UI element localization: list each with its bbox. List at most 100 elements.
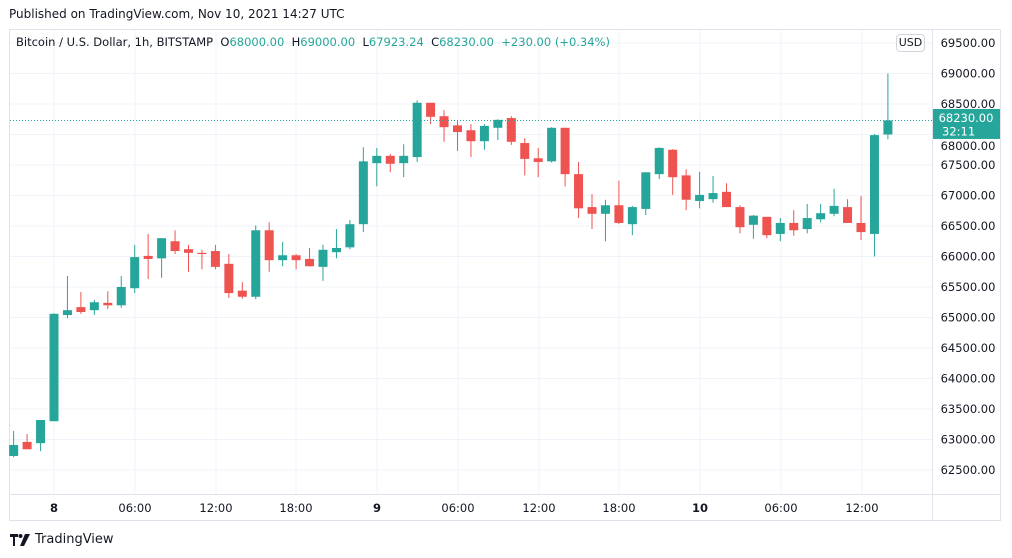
candle (116, 276, 126, 308)
candle (748, 215, 758, 239)
x-tick-label: 18:00 (602, 501, 635, 515)
currency-button[interactable]: USD (896, 34, 925, 52)
x-tick-label: 12:00 (199, 501, 232, 515)
candle-body (345, 224, 355, 248)
candle (479, 124, 489, 150)
candle (856, 196, 866, 241)
candle-body (264, 230, 274, 261)
tradingview-logo[interactable]: TradingView (10, 532, 114, 547)
candle (143, 233, 153, 280)
candle (62, 276, 72, 319)
low-value: 67923.24 (368, 35, 424, 49)
candle (520, 138, 530, 176)
candle-body (641, 172, 651, 209)
candle (600, 199, 610, 242)
high-value: 69000.00 (300, 35, 356, 49)
candle (869, 133, 879, 257)
candle-body (89, 302, 99, 311)
candle (695, 171, 705, 209)
candle (466, 124, 476, 158)
candle (506, 116, 516, 145)
candle-body (520, 143, 530, 159)
candle (210, 244, 220, 270)
y-tick-label: 65000.00 (941, 311, 996, 325)
candle-body (251, 230, 261, 297)
candle (49, 313, 59, 422)
candle (439, 110, 449, 142)
candle-body (9, 444, 19, 456)
candle-body (439, 116, 449, 128)
candle (775, 218, 785, 242)
candle-body (722, 191, 731, 208)
candle-body (748, 215, 758, 225)
candle-body (466, 130, 476, 142)
y-tick-label: 66000.00 (941, 250, 996, 264)
y-tick-label: 62500.00 (941, 463, 996, 477)
candle (829, 188, 839, 217)
candle (224, 254, 234, 298)
candle (318, 244, 328, 281)
tradingview-logo-icon (10, 533, 30, 546)
candle (843, 199, 853, 223)
last-price-label-bg (933, 108, 1000, 139)
candle (170, 230, 180, 255)
candle (681, 169, 691, 211)
candle-body (157, 238, 167, 259)
candle-body (560, 127, 570, 175)
candle (668, 149, 678, 195)
candle (22, 434, 32, 450)
candle-body (762, 216, 772, 236)
candle (157, 238, 167, 278)
candle (130, 244, 140, 294)
y-tick-label: 68500.00 (941, 97, 996, 111)
candle-body (654, 147, 664, 175)
y-tick-label: 66500.00 (941, 219, 996, 233)
x-tick-label: 06:00 (764, 501, 797, 515)
candle (453, 121, 462, 151)
published-caption: Published on TradingView.com, Nov 10, 20… (9, 7, 345, 21)
candle-body (143, 255, 153, 259)
candle (291, 254, 301, 270)
x-tick-label: 9 (373, 501, 381, 515)
candle-body (49, 313, 59, 422)
candle (278, 241, 288, 267)
candle (9, 430, 19, 458)
open-label: O (220, 35, 230, 49)
candle-body (399, 155, 409, 164)
candle-body (305, 258, 315, 267)
candles (9, 73, 893, 458)
candle-body (856, 222, 866, 233)
open-value: 68000.00 (229, 35, 285, 49)
close-label: C (431, 35, 440, 49)
candle-body (695, 194, 705, 201)
candle-body (506, 118, 516, 142)
symbol-title[interactable]: Bitcoin / U.S. Dollar, 1h, BITSTAMP (16, 35, 214, 49)
candle-body (318, 249, 328, 267)
y-tick-label: 67000.00 (941, 189, 996, 203)
x-tick-label: 10 (692, 501, 708, 515)
candle (184, 244, 193, 272)
change-value: +230.00 (+0.34%) (501, 35, 610, 49)
y-tick-label: 64000.00 (941, 372, 996, 386)
candle (103, 291, 113, 309)
candle (587, 194, 597, 230)
candle-body (802, 218, 812, 230)
candle (722, 183, 731, 208)
candle (762, 216, 772, 239)
x-tick-label: 12:00 (845, 501, 878, 515)
y-tick-label: 63000.00 (941, 433, 996, 447)
candle (789, 210, 799, 236)
candle (708, 175, 718, 203)
logo-text: TradingView (35, 532, 114, 547)
candle-body (816, 213, 826, 220)
candle (641, 172, 651, 216)
candle (412, 100, 422, 162)
candle-body (224, 263, 234, 294)
symbol-legend: Bitcoin / U.S. Dollar, 1h, BITSTAMP O680… (16, 35, 610, 49)
candle-body (130, 257, 140, 289)
candle-body (493, 119, 503, 128)
x-tick-label: 18:00 (279, 501, 312, 515)
candle (385, 154, 395, 173)
candle-body (103, 302, 113, 306)
